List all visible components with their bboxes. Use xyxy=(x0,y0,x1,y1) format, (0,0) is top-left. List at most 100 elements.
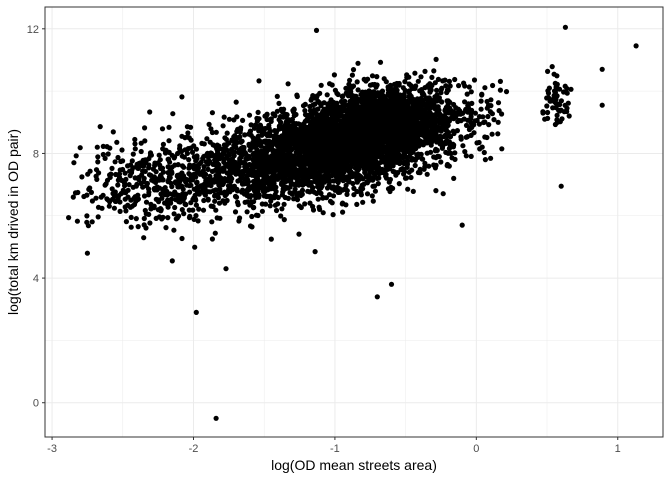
data-point xyxy=(545,109,551,116)
data-point xyxy=(375,144,381,150)
data-point xyxy=(395,170,401,176)
data-point xyxy=(143,225,149,231)
data-point xyxy=(545,90,552,96)
data-point xyxy=(422,107,428,113)
data-point xyxy=(141,215,147,222)
data-point xyxy=(274,108,280,114)
data-point xyxy=(242,161,248,167)
data-point xyxy=(379,166,385,172)
data-point xyxy=(466,84,472,90)
data-point xyxy=(434,92,440,98)
data-point xyxy=(261,127,267,133)
data-point xyxy=(205,197,211,203)
data-point xyxy=(277,158,283,164)
data-point xyxy=(354,201,360,207)
data-point xyxy=(540,110,546,116)
data-point xyxy=(396,80,402,87)
data-point xyxy=(249,213,255,220)
data-point xyxy=(427,106,433,112)
data-point xyxy=(460,143,466,149)
data-point xyxy=(159,126,166,132)
data-point xyxy=(336,134,342,140)
data-point xyxy=(271,180,277,186)
data-point xyxy=(369,152,375,158)
data-point xyxy=(162,187,168,193)
data-point xyxy=(406,135,412,141)
data-point xyxy=(284,162,291,168)
data-point xyxy=(472,118,478,124)
data-point xyxy=(317,90,323,96)
data-point xyxy=(128,197,134,203)
data-point xyxy=(193,202,199,208)
data-point xyxy=(207,139,213,145)
data-point xyxy=(401,171,407,177)
data-point xyxy=(200,168,206,174)
data-point xyxy=(384,109,390,115)
data-point xyxy=(447,105,453,111)
data-point xyxy=(354,110,360,116)
data-point xyxy=(176,174,182,180)
data-point xyxy=(149,177,155,183)
data-point xyxy=(370,140,376,147)
data-point xyxy=(105,151,111,157)
data-point xyxy=(371,116,378,122)
data-point xyxy=(303,130,309,136)
data-point xyxy=(106,203,112,209)
data-point xyxy=(406,131,412,137)
data-point xyxy=(208,126,214,132)
data-point xyxy=(291,196,297,202)
data-point xyxy=(408,174,414,181)
data-point xyxy=(347,103,353,109)
data-point xyxy=(248,122,254,128)
data-point xyxy=(79,174,85,180)
data-point xyxy=(271,169,277,175)
data-point xyxy=(460,110,466,116)
data-point xyxy=(469,107,475,113)
data-point xyxy=(469,100,475,106)
data-point xyxy=(389,99,395,105)
data-point xyxy=(449,155,455,161)
data-point xyxy=(212,198,218,204)
data-point xyxy=(456,117,462,123)
data-point xyxy=(430,99,437,105)
data-point xyxy=(499,111,505,117)
data-point xyxy=(413,142,419,148)
data-point xyxy=(405,186,411,192)
data-point xyxy=(110,129,116,135)
data-point xyxy=(451,130,457,137)
data-point xyxy=(340,178,346,184)
data-point xyxy=(545,68,551,74)
data-point xyxy=(373,154,379,161)
data-point xyxy=(374,175,380,181)
data-point xyxy=(332,114,338,121)
data-point xyxy=(297,143,303,149)
data-point xyxy=(200,172,206,178)
data-point xyxy=(109,165,115,171)
data-point xyxy=(564,108,570,115)
data-point xyxy=(383,131,389,137)
data-point xyxy=(246,143,252,149)
data-point xyxy=(262,163,268,169)
data-point xyxy=(247,202,253,208)
data-point xyxy=(599,102,605,108)
data-point xyxy=(389,134,395,140)
x-tick-label: 1 xyxy=(615,443,621,455)
data-point xyxy=(404,74,410,81)
data-point xyxy=(339,166,345,172)
data-point xyxy=(225,178,231,184)
data-point xyxy=(444,163,450,169)
data-point xyxy=(189,173,195,179)
data-point xyxy=(320,130,326,136)
panel-border xyxy=(44,6,664,438)
data-point xyxy=(220,198,226,204)
x-tick-label: -1 xyxy=(330,443,340,455)
data-point xyxy=(89,198,95,204)
data-point xyxy=(228,174,234,180)
data-point xyxy=(132,136,138,143)
data-point xyxy=(462,83,468,89)
data-point xyxy=(268,139,274,145)
data-point xyxy=(140,184,146,190)
data-point xyxy=(308,97,314,103)
data-point xyxy=(264,173,270,179)
